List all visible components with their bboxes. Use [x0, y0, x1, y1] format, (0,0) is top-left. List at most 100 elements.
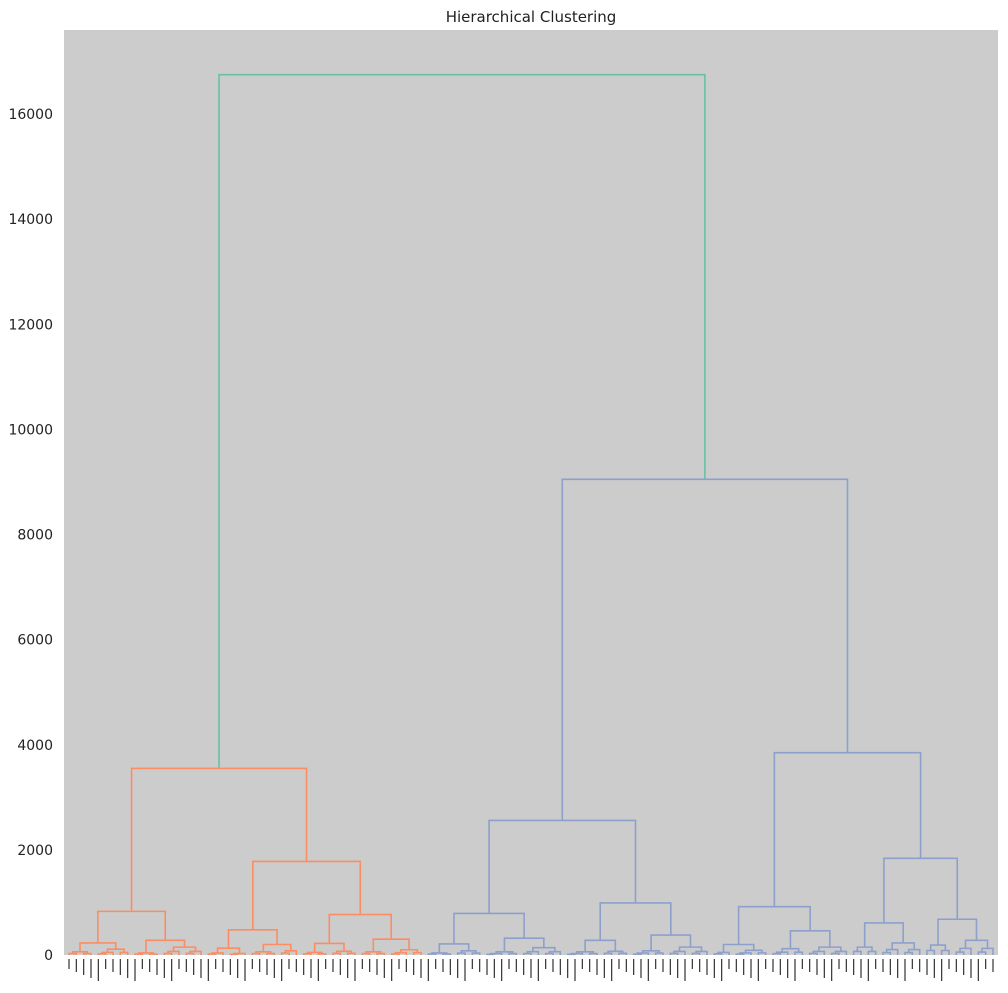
dendrogram-link	[907, 948, 921, 955]
dendrogram-link	[773, 751, 922, 907]
leaf-label-mark	[677, 959, 679, 978]
dendrogram-link	[808, 952, 818, 955]
dendrogram-link	[372, 938, 410, 952]
dendrogram-link	[607, 950, 624, 954]
leaf-label-mark	[420, 959, 422, 978]
leaf-label-mark	[955, 959, 957, 972]
leaf-label-mark	[985, 959, 987, 969]
leaf-label-mark	[493, 959, 495, 978]
leaf-label-mark	[537, 959, 539, 981]
leaf-label-mark	[501, 959, 503, 981]
leaf-label-mark	[229, 959, 231, 975]
dendrogram-link	[427, 953, 437, 955]
dendrogram-link	[566, 953, 576, 956]
leaf-label-mark	[471, 959, 473, 969]
leaf-label-mark	[567, 959, 569, 978]
dendrogram-link	[642, 949, 661, 954]
dendrogram-link	[218, 73, 706, 769]
leaf-label-mark	[391, 959, 393, 981]
dendrogram-link	[678, 946, 703, 952]
dendrogram-link	[981, 947, 994, 955]
dendrogram-link	[266, 952, 276, 955]
dendrogram-link	[695, 950, 708, 955]
leaf-label-mark	[127, 959, 129, 978]
dendrogram-link	[669, 952, 679, 955]
leaf-label-mark	[317, 959, 319, 981]
chart-title: Hierarchical Clustering	[446, 8, 617, 26]
leaf-label-mark	[119, 959, 121, 975]
leaf-label-mark	[838, 959, 840, 969]
leaf-label-mark	[369, 959, 371, 972]
leaf-label-mark	[882, 959, 884, 972]
dendrogram-link	[599, 902, 672, 941]
y-tick-label: 10000	[8, 422, 53, 438]
dendrogram-link	[79, 942, 117, 952]
leaf-label-mark	[383, 959, 385, 978]
leaf-label-mark	[303, 959, 305, 975]
dendrogram-link	[229, 953, 239, 956]
leaf-label-mark	[655, 959, 657, 969]
leaf-label-mark	[618, 959, 620, 969]
leaf-label-mark	[273, 959, 275, 978]
dendrogram-link	[955, 951, 965, 955]
leaf-label-mark	[589, 959, 591, 972]
dendrogram-link	[317, 953, 327, 955]
y-tick-label: 8000	[17, 528, 53, 544]
dendrogram-link	[145, 939, 186, 953]
leaf-label-mark	[713, 959, 715, 978]
leaf-label-mark	[691, 959, 693, 969]
leaf-label-mark	[266, 959, 268, 975]
dendrogram-link	[163, 952, 173, 955]
dendrogram-link	[691, 952, 701, 955]
leaf-label-mark	[647, 959, 649, 981]
dendrogram-link	[576, 951, 595, 954]
leaf-label-mark	[141, 959, 143, 969]
leaf-label-mark	[625, 959, 627, 972]
dendrogram-link	[532, 946, 556, 952]
leaf-label-mark	[207, 959, 209, 981]
leaf-label-mark	[831, 959, 833, 981]
leaf-label-mark	[325, 959, 327, 969]
dendrogram-link	[654, 952, 664, 955]
dendrogram-link	[376, 952, 386, 955]
leaf-label-mark	[354, 959, 356, 981]
dendrogram-link	[412, 951, 422, 955]
dendrogram-link	[185, 952, 195, 955]
dendrogram-link	[471, 952, 481, 955]
leaf-label-mark	[706, 959, 708, 975]
dendrogram-link	[794, 951, 804, 955]
dendrogram-link	[216, 947, 241, 954]
leaf-label-mark	[728, 959, 730, 969]
dendrogram-link	[737, 905, 811, 945]
dendrogram-link	[302, 953, 312, 955]
leaf-label-mark	[405, 959, 407, 972]
leaf-label-mark	[545, 959, 547, 969]
y-tick-label: 2000	[17, 843, 53, 859]
dendrogram-link	[882, 951, 892, 955]
y-tick-label: 14000	[8, 212, 53, 228]
dendrogram-link	[400, 948, 419, 953]
leaf-label-mark	[992, 959, 994, 972]
leaf-label-mark	[911, 959, 913, 969]
dendrogram-link	[119, 951, 129, 955]
dendrogram-link	[251, 952, 261, 955]
leaf-label-mark	[508, 959, 510, 969]
dendrogram-link	[940, 949, 950, 955]
dendrogram-link	[789, 930, 831, 949]
leaf-label-mark	[149, 959, 151, 972]
leaf-label-mark	[295, 959, 297, 972]
leaf-label-mark	[897, 959, 899, 978]
leaf-label-mark	[244, 959, 246, 981]
leaf-label-mark	[933, 959, 935, 978]
leaf-label-mark	[757, 959, 759, 981]
y-tick-label: 0	[44, 948, 53, 964]
leaf-label-mark	[435, 959, 437, 969]
leaf-label-mark	[823, 959, 825, 978]
dendrogram-link	[508, 952, 518, 955]
dendrogram-link	[313, 942, 345, 953]
dendrogram-link	[332, 952, 342, 955]
leaf-label-mark	[772, 959, 774, 972]
leaf-label-mark	[919, 959, 921, 972]
leaf-label-mark	[134, 959, 136, 981]
leaf-label-mark	[875, 959, 877, 969]
